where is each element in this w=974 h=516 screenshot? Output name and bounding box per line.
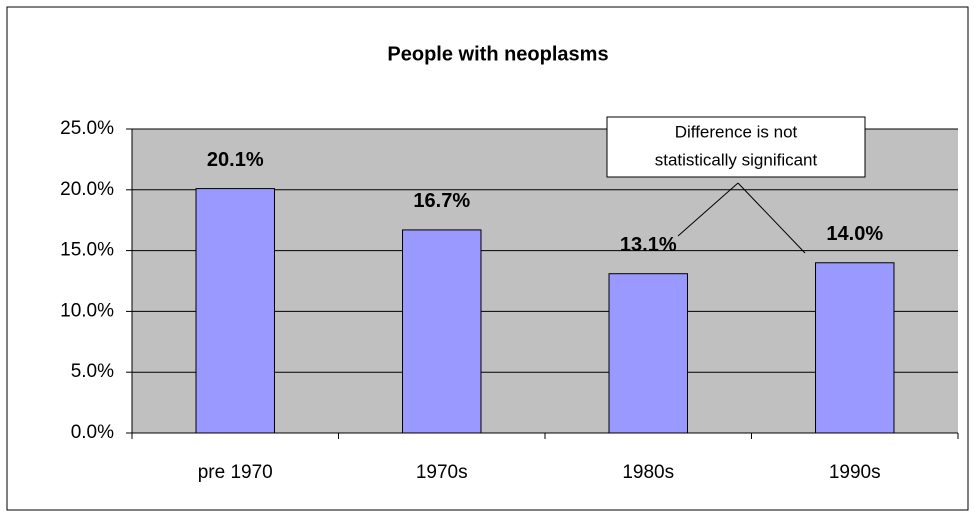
data-label: 16.7% (413, 190, 470, 212)
y-tick-label: 25.0% (60, 118, 114, 139)
callout-line (737, 182, 806, 254)
bar (608, 273, 688, 434)
chart-title: People with neoplasms (387, 43, 608, 65)
y-tick-label: 20.0% (60, 179, 114, 200)
callout-line (677, 182, 739, 237)
x-tick-label: pre 1970 (198, 462, 273, 483)
x-tick-label: 1980s (622, 462, 674, 483)
y-tick-label: 5.0% (71, 361, 114, 382)
bar (195, 188, 275, 434)
data-label: 14.0% (826, 223, 883, 245)
y-tick-label: 15.0% (60, 240, 114, 261)
bar (402, 229, 482, 434)
data-label: 13.1% (620, 234, 677, 256)
data-label: 20.1% (207, 149, 264, 171)
annotation-text: statistically significant (655, 150, 818, 169)
annotation-box (606, 116, 866, 178)
annotation-text: Difference is not (675, 122, 798, 141)
bar (815, 262, 895, 434)
x-tick-label: 1970s (416, 462, 468, 483)
y-tick-label: 10.0% (60, 300, 114, 321)
x-tick-label: 1990s (829, 462, 881, 483)
y-tick-label: 0.0% (71, 422, 114, 443)
